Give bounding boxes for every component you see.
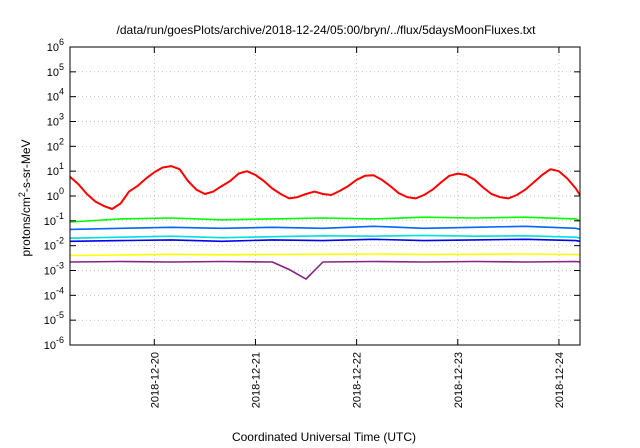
y-tick-base: 10	[47, 166, 59, 178]
series-line-6	[69, 253, 581, 257]
series-line-3	[69, 234, 581, 239]
y-tick-label: 100	[47, 186, 64, 203]
y-tick-label: 105	[47, 62, 64, 79]
y-tick-base: 10	[47, 117, 59, 129]
x-tick-labels: 2018-12-20 2018-12-21 2018-12-22 2018-12-23…	[149, 352, 566, 408]
y-tick-base: 10	[47, 191, 59, 203]
y-tick-label: 10-6	[44, 335, 64, 352]
y-tick-base: 10	[44, 216, 56, 228]
x-axis-label: Coordinated Universal Time (UTC)	[232, 430, 416, 444]
y-axis-label-part-1: protons/cm	[19, 197, 33, 256]
y-tick-label: 101	[47, 161, 64, 178]
y-tick-exponent: 0	[59, 186, 64, 196]
grid	[70, 47, 580, 345]
y-tick-exponent: -6	[56, 335, 64, 345]
y-tick-base: 10	[44, 340, 56, 352]
y-tick-exponent: -1	[56, 211, 64, 221]
ticks	[70, 46, 580, 346]
x-tick-label: 2018-12-21	[250, 352, 262, 408]
y-tick-label: 10-2	[44, 236, 64, 253]
series-line-1	[69, 165, 581, 210]
y-tick-label: 10-3	[44, 261, 64, 278]
series-line-7	[69, 260, 581, 280]
y-tick-exponent: -2	[56, 236, 64, 246]
x-tick-label: 2018-12-22	[352, 352, 364, 408]
y-tick-label: 10-4	[44, 285, 64, 302]
y-tick-label: 10-1	[44, 211, 64, 228]
y-tick-exponent: 5	[59, 62, 64, 72]
y-tick-exponent: 4	[59, 87, 64, 97]
y-tick-exponent: 6	[59, 37, 64, 47]
y-tick-label: 102	[47, 136, 64, 153]
series-line-4	[69, 225, 581, 231]
y-axis-label: protons/cm2-s-sr-MeV	[17, 139, 33, 256]
y-tick-base: 10	[47, 42, 59, 54]
y-tick-label: 103	[47, 112, 64, 129]
y-tick-base: 10	[44, 266, 56, 278]
y-tick-base: 10	[44, 241, 56, 253]
y-tick-exponent: 3	[59, 112, 64, 122]
y-tick-base: 10	[47, 141, 59, 153]
series-line-5	[69, 238, 581, 243]
x-tick-label: 2018-12-23	[453, 352, 465, 408]
y-tick-exponent: 2	[59, 136, 64, 146]
x-tick-label: 2018-12-20	[149, 352, 161, 408]
y-tick-labels: 10-610-510-410-310-210-11001011021031041…	[44, 37, 64, 352]
series-line-2	[69, 216, 581, 223]
y-tick-base: 10	[47, 92, 59, 104]
chart-title: /data/run/goesPlots/archive/2018-12-24/0…	[117, 23, 537, 37]
x-tick-label: 2018-12-24	[554, 352, 566, 408]
y-axis-label-part-2: -s-sr-MeV	[19, 139, 33, 192]
y-tick-label: 10-5	[44, 310, 64, 327]
y-tick-exponent: 1	[59, 161, 64, 171]
y-tick-base: 10	[44, 290, 56, 302]
y-tick-label: 104	[47, 87, 64, 104]
y-tick-base: 10	[47, 67, 59, 79]
y-tick-exponent: -3	[56, 261, 64, 271]
series-layer	[69, 165, 581, 280]
y-tick-base: 10	[44, 315, 56, 327]
y-axis-label-superscript: 2	[17, 192, 27, 197]
y-tick-label: 106	[47, 37, 64, 54]
y-tick-exponent: -5	[56, 310, 64, 320]
y-tick-exponent: -4	[56, 285, 64, 295]
